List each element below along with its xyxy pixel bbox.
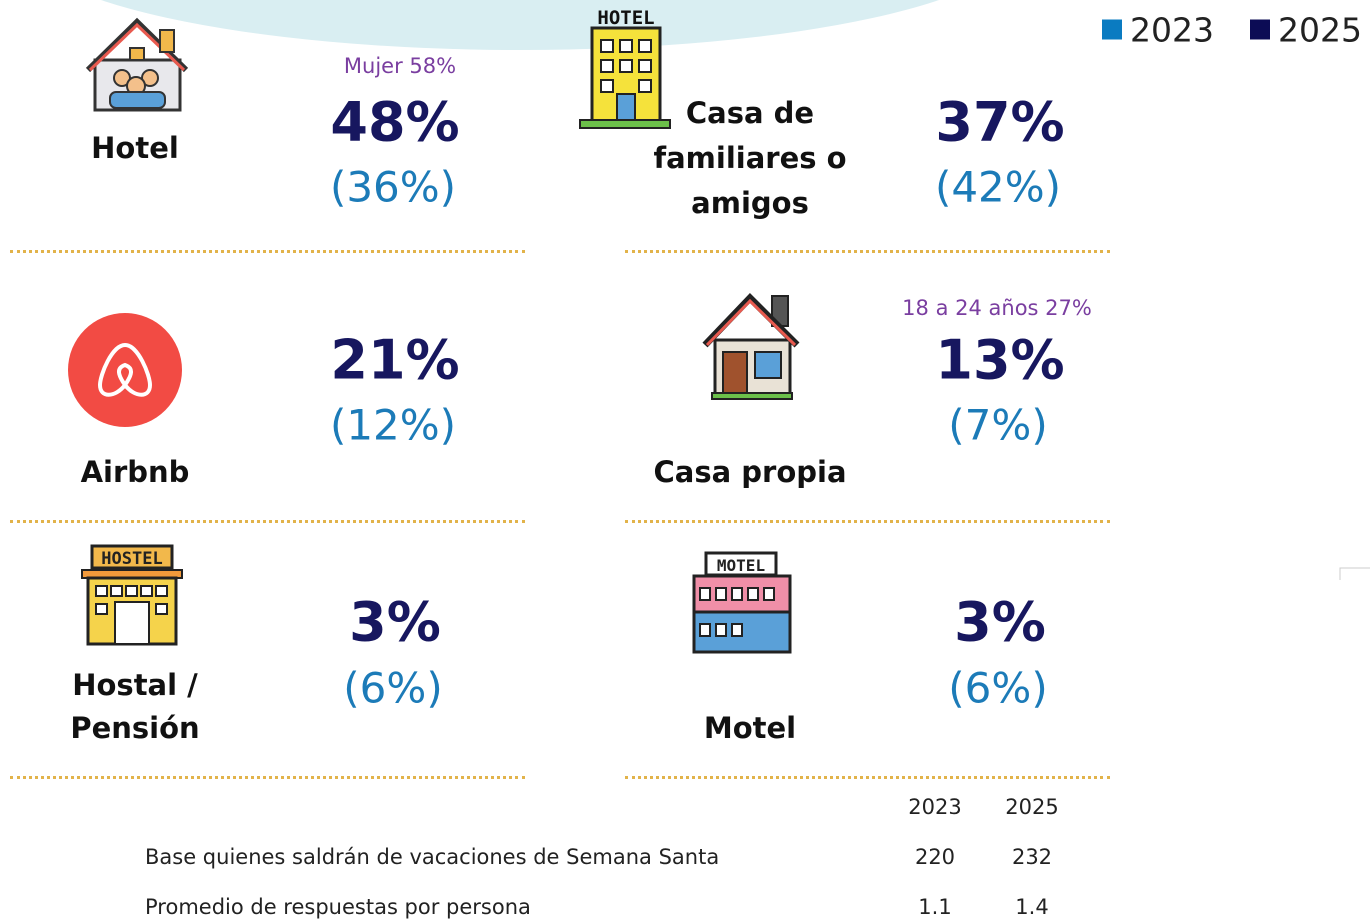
- value-2023: (12%): [329, 400, 457, 450]
- table-cell: 232: [1011, 845, 1053, 869]
- value-2025: 48%: [330, 90, 460, 154]
- value-2025: 3%: [954, 590, 1046, 654]
- table-header: 2025: [1005, 795, 1059, 819]
- separator: [10, 250, 525, 253]
- item-label: Hostal /: [72, 668, 198, 702]
- value-2025: 21%: [330, 328, 460, 392]
- item-note: 18 a 24 años 27%: [902, 296, 1092, 320]
- item-label: amigos: [691, 186, 809, 220]
- item-label: Casa propia: [653, 455, 847, 489]
- legend-label: 2023: [1130, 10, 1214, 50]
- legend-item: 2023: [1102, 11, 1214, 50]
- value-2023: (6%): [343, 663, 443, 713]
- hotel-sign: HOTEL: [597, 7, 654, 29]
- value-2023: (42%): [934, 162, 1062, 212]
- legend-label: 2025: [1278, 10, 1362, 50]
- header-arc: [101, 0, 939, 50]
- table-cell: 220: [914, 845, 956, 869]
- item-label: Pensión: [70, 711, 200, 745]
- value-2025: 13%: [935, 328, 1065, 392]
- hotel-building-icon: HOTEL: [579, 7, 671, 129]
- table-cell: Base quienes saldrán de vacaciones de Se…: [145, 845, 720, 869]
- value-2023: (6%): [948, 663, 1048, 713]
- motel-icon: MOTEL: [692, 551, 792, 654]
- motel-sign: MOTEL: [717, 556, 765, 575]
- item-note: Mujer 58%: [343, 54, 457, 78]
- value-2025: 37%: [935, 90, 1065, 154]
- separator: [625, 520, 1110, 523]
- own-house-icon: [702, 292, 800, 400]
- separator: [10, 520, 525, 523]
- item-label: Hotel: [91, 131, 179, 165]
- table-cell: 1.1: [918, 895, 952, 919]
- item-label: familiares o: [653, 141, 847, 175]
- separator: [10, 776, 525, 779]
- hotel-icon: [85, 17, 189, 112]
- table-header: 2023: [908, 795, 962, 819]
- value-2023: (36%): [329, 162, 457, 212]
- airbnb-icon: [68, 313, 182, 427]
- value-2025: 3%: [349, 590, 441, 654]
- corner-mark: [1339, 567, 1370, 580]
- item-label: Casa de: [685, 96, 815, 130]
- hostel-icon: HOSTEL: [81, 544, 183, 646]
- table-cell: Promedio de respuestas por persona: [145, 895, 531, 919]
- hostel-sign: HOSTEL: [101, 549, 162, 569]
- value-2023: (7%): [948, 400, 1048, 450]
- separator: [625, 250, 1110, 253]
- separator: [625, 776, 1110, 779]
- item-label: Motel: [703, 711, 797, 745]
- table-cell: 1.4: [1015, 895, 1049, 919]
- legend-item: 2025: [1250, 11, 1362, 50]
- item-label: Airbnb: [80, 455, 190, 489]
